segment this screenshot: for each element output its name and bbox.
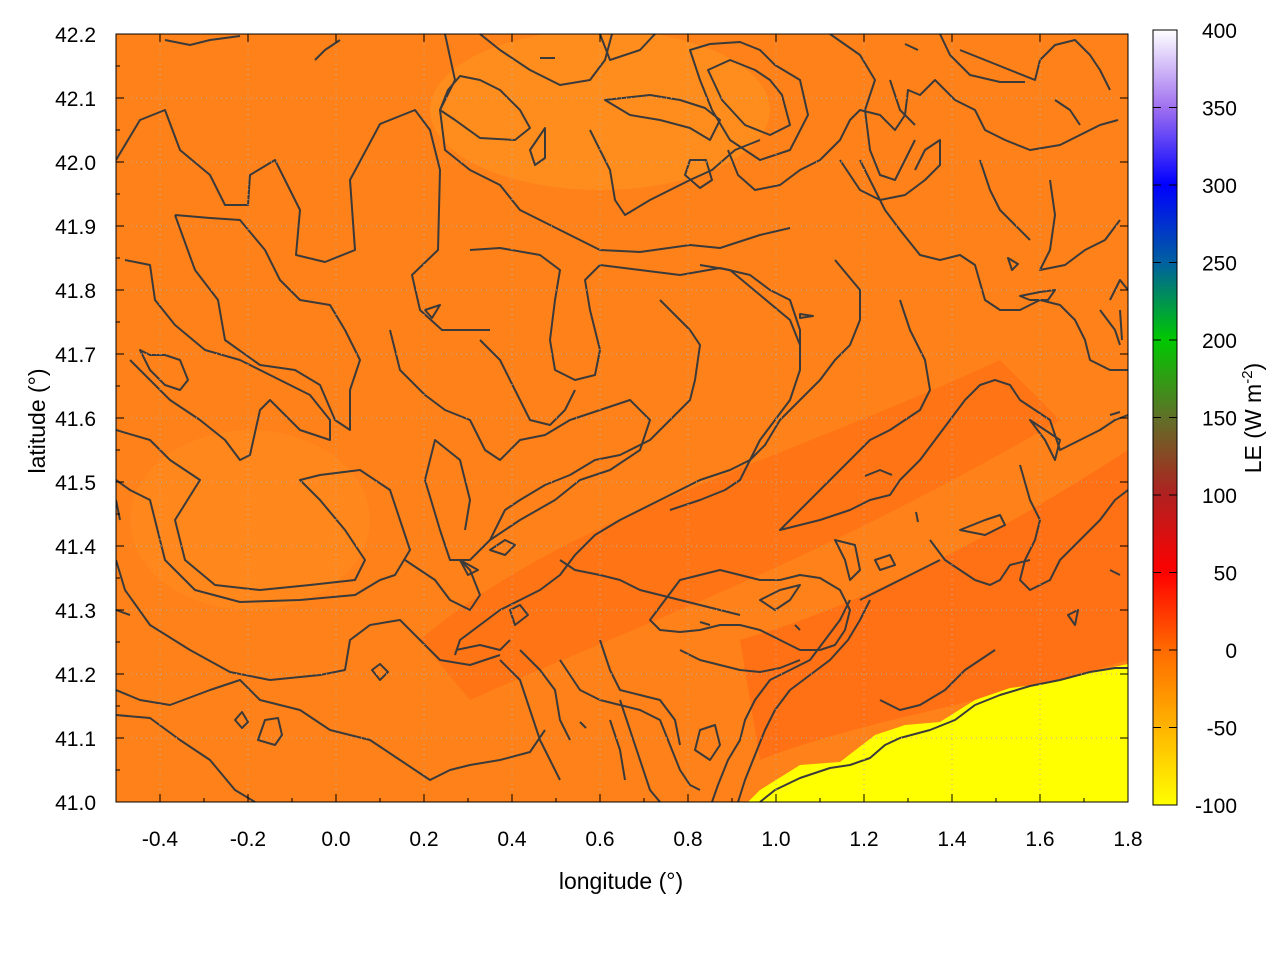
x-tick-label: 1.8 [1113,828,1142,851]
colorbar-tick-label: 350 [1202,98,1237,121]
colorbar-tick-label: -50 [1207,718,1237,741]
colorbar-tick-label: 150 [1202,408,1237,431]
grid-lines [116,34,1128,802]
x-tick-label: 0.0 [321,828,350,851]
y-tick-label: 41.3 [55,600,96,623]
y-tick-label: 41.8 [55,280,96,303]
x-tick-label: 1.0 [761,828,790,851]
colorbar-tick-label: 50 [1214,563,1237,586]
x-tick-label: 0.4 [497,828,527,851]
y-tick-label: 42.0 [55,152,96,175]
y-tick-label: 41.9 [55,216,96,239]
x-tick-label: 1.4 [937,828,967,851]
x-tick-label: 1.6 [1025,828,1054,851]
y-tick-label: 41.2 [55,664,96,687]
x-tick-label: 1.2 [849,828,878,851]
colorbar-tick-label: 0 [1225,640,1237,663]
x-tick-label: -0.4 [142,828,179,851]
colorbar-tick-label: 300 [1202,175,1237,198]
y-tick-label: 42.2 [55,24,96,47]
contour-lines [116,34,1128,802]
sea-region [748,664,1128,802]
y-tick-label: 41.0 [55,792,96,815]
y-tick-label: 41.1 [55,728,96,751]
colorbar-tick-label: 200 [1202,330,1237,353]
y-axis-ticks: 41.0 41.1 41.2 41.3 41.4 41.5 41.6 41.7 41.8 41.9… [55,24,1128,815]
x-axis-label: longitude (°) [559,868,683,894]
colorbar-tick-label: 400 [1202,20,1237,43]
x-tick-label: -0.2 [230,828,266,851]
x-tick-label: 0.2 [409,828,438,851]
x-tick-label: 0.8 [673,828,702,851]
y-axis-label: latitude (°) [24,368,50,473]
colorbar-label: LE (W m-2) [1239,363,1266,473]
y-tick-label: 42.1 [55,88,96,111]
colorbar-ticks: -100 -50 0 50 100 150 200 250 300 350 400 [1153,20,1237,818]
y-tick-label: 41.7 [55,344,96,367]
y-tick-label: 41.4 [55,536,96,559]
colorbar-tick-label: 250 [1202,253,1237,276]
x-axis-ticks: -0.4 -0.2 0.0 0.2 0.4 0.6 0.8 1.0 1.2 1.4 1.6 1.8 [115,34,1143,851]
y-tick-label: 41.6 [55,408,96,431]
heatmap-field [116,34,1128,802]
y-tick-label: 41.5 [55,472,96,495]
colorbar-tick-label: 100 [1202,485,1237,508]
x-tick-label: 0.6 [585,828,614,851]
colorbar-tick-label: -100 [1195,795,1237,818]
